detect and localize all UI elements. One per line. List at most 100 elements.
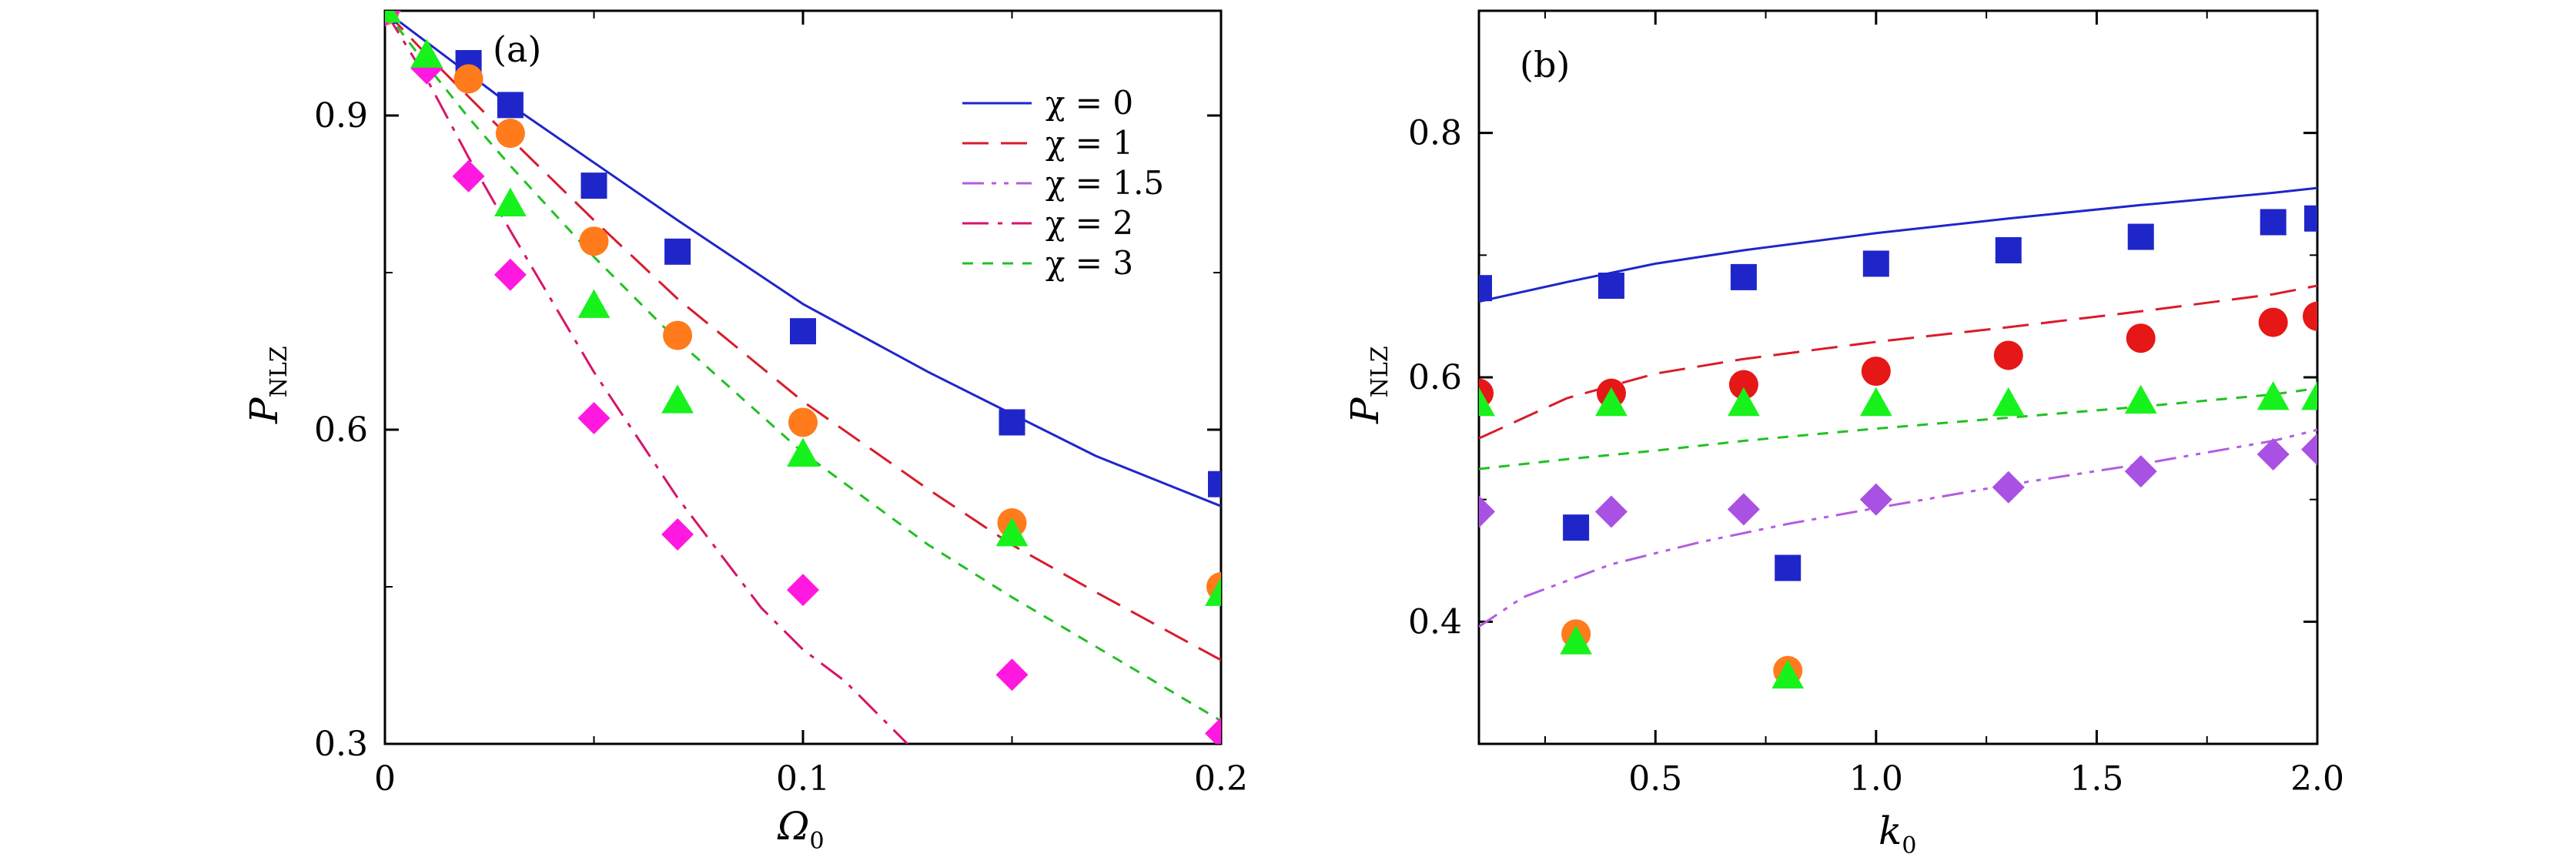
data-point-diamond	[995, 658, 1029, 692]
data-point-square	[1995, 236, 2022, 263]
svg-text:k0: k0	[1878, 809, 1916, 859]
x-tick-label: 0.5	[1628, 759, 1682, 799]
data-point-diamond	[452, 159, 485, 193]
y-axis-label-a: PNLZ	[242, 346, 293, 424]
data-point-triangle	[577, 289, 611, 318]
data-point-triangle	[1859, 387, 1892, 417]
data-point-circle	[2258, 307, 2288, 337]
tick-labels-a: 0 0.1 0.2 0.3 0.6 0.9	[314, 96, 1248, 799]
data-point-triangle	[1560, 625, 1592, 655]
data-point-square	[2127, 223, 2154, 250]
data-point-circle	[1728, 370, 1758, 400]
data-point-circle	[495, 119, 525, 149]
data-point-circle	[453, 64, 483, 94]
svg-text:PNLZ: PNLZ	[1343, 346, 1393, 424]
data-point-triangle	[1771, 659, 1805, 689]
data-point-circle	[2303, 301, 2317, 331]
data-point-diamond	[1859, 483, 1892, 516]
data-point-diamond	[661, 518, 694, 551]
data-point-circle	[1861, 357, 1891, 387]
series-line	[385, 11, 908, 744]
x-axis-label-a: Ω0	[777, 804, 825, 855]
y-tick-label: 0.3	[314, 725, 368, 764]
data-point-circle	[663, 320, 693, 350]
panel-a: 0 0.1 0.2 0.3 0.6 0.9 (a) Ω0 PNLZ χ = 0χ = 1χ…	[242, 9, 1248, 855]
data-point-circle	[579, 226, 609, 256]
data-point-circle	[2126, 323, 2156, 353]
data-point-triangle	[661, 384, 694, 414]
data-point-square	[1208, 471, 1221, 497]
y-tick-label: 0.9	[314, 96, 368, 136]
legend-label: χ = 2	[1045, 204, 1133, 242]
x-tick-label: 1.0	[1849, 759, 1903, 799]
legend-label: χ = 3	[1045, 244, 1133, 282]
panel-b: 0.5 1.0 1.5 2.0 0.4 0.6 0.8 (b) k0 PNLZ	[1343, 9, 2344, 859]
y-axis-label-b: PNLZ	[1343, 346, 1393, 424]
data-point-diamond	[2257, 437, 2290, 471]
markers-a	[385, 11, 1221, 744]
data-point-square	[1597, 273, 1624, 299]
data-point-circle	[788, 407, 818, 437]
lines-b	[1479, 186, 2317, 628]
panel-label-b: (b)	[1520, 44, 1570, 85]
data-point-triangle	[1727, 387, 1760, 417]
series-line	[385, 11, 1221, 507]
data-point-square	[2304, 205, 2317, 232]
data-point-diamond	[787, 574, 819, 607]
data-point-triangle	[1992, 387, 2025, 417]
data-point-triangle	[494, 187, 527, 216]
series-line	[1479, 186, 2317, 303]
data-point-triangle	[410, 39, 443, 68]
panel-label-a: (a)	[493, 28, 541, 70]
data-point-triangle	[385, 11, 401, 23]
data-point-square	[1862, 250, 1889, 277]
svg-text:Ω0: Ω0	[777, 804, 825, 855]
data-point-diamond	[1727, 493, 1760, 526]
plot-area-b	[1477, 9, 2319, 745]
data-point-square	[1479, 275, 1492, 302]
y-tick-label: 0.6	[1408, 358, 1462, 397]
data-point-square	[1730, 263, 1757, 290]
data-point-square	[1563, 514, 1590, 541]
series-line	[1479, 284, 2317, 440]
data-point-diamond	[493, 258, 527, 291]
y-tick-label: 0.4	[1408, 602, 1462, 641]
data-point-diamond	[577, 402, 611, 435]
data-point-square	[497, 92, 524, 119]
x-tick-label: 1.5	[2069, 759, 2123, 799]
data-point-diamond	[2301, 433, 2317, 466]
data-point-square	[580, 172, 607, 199]
y-tick-label: 0.6	[314, 410, 368, 450]
series-line	[1479, 428, 2317, 628]
data-point-circle	[1993, 340, 2023, 370]
markers-b	[1479, 205, 2317, 689]
data-point-diamond	[1205, 717, 1221, 744]
data-point-square	[1775, 554, 1802, 581]
data-point-triangle	[995, 517, 1029, 547]
x-tick-label: 0.2	[1194, 759, 1248, 799]
ticks-b	[1479, 10, 2319, 745]
tick-labels-b: 0.5 1.0 1.5 2.0 0.4 0.6 0.8	[1408, 114, 2344, 799]
x-tick-label: 0.1	[776, 759, 830, 799]
data-point-triangle	[1479, 387, 1495, 417]
x-axis-label-b: k0	[1878, 809, 1916, 859]
legend-label: χ = 1	[1045, 124, 1133, 162]
y-tick-label: 0.8	[1408, 114, 1462, 153]
data-point-triangle	[2257, 380, 2290, 410]
data-point-triangle	[787, 437, 819, 467]
legend-label: χ = 1.5	[1045, 164, 1164, 202]
data-point-diamond	[1992, 471, 2025, 504]
data-point-triangle	[2301, 380, 2317, 410]
legend-a: χ = 0χ = 1χ = 1.5χ = 2χ = 3	[962, 84, 1164, 282]
data-point-square	[790, 318, 816, 345]
data-point-diamond	[1594, 495, 1628, 528]
data-point-diamond	[1479, 495, 1495, 528]
data-point-diamond	[2124, 455, 2157, 488]
data-point-triangle	[2124, 384, 2157, 414]
data-point-square	[664, 238, 691, 265]
x-tick-label: 2.0	[2290, 759, 2344, 799]
data-point-triangle	[1205, 577, 1221, 606]
data-point-square	[2260, 209, 2287, 236]
x-tick-label: 0	[374, 759, 396, 799]
